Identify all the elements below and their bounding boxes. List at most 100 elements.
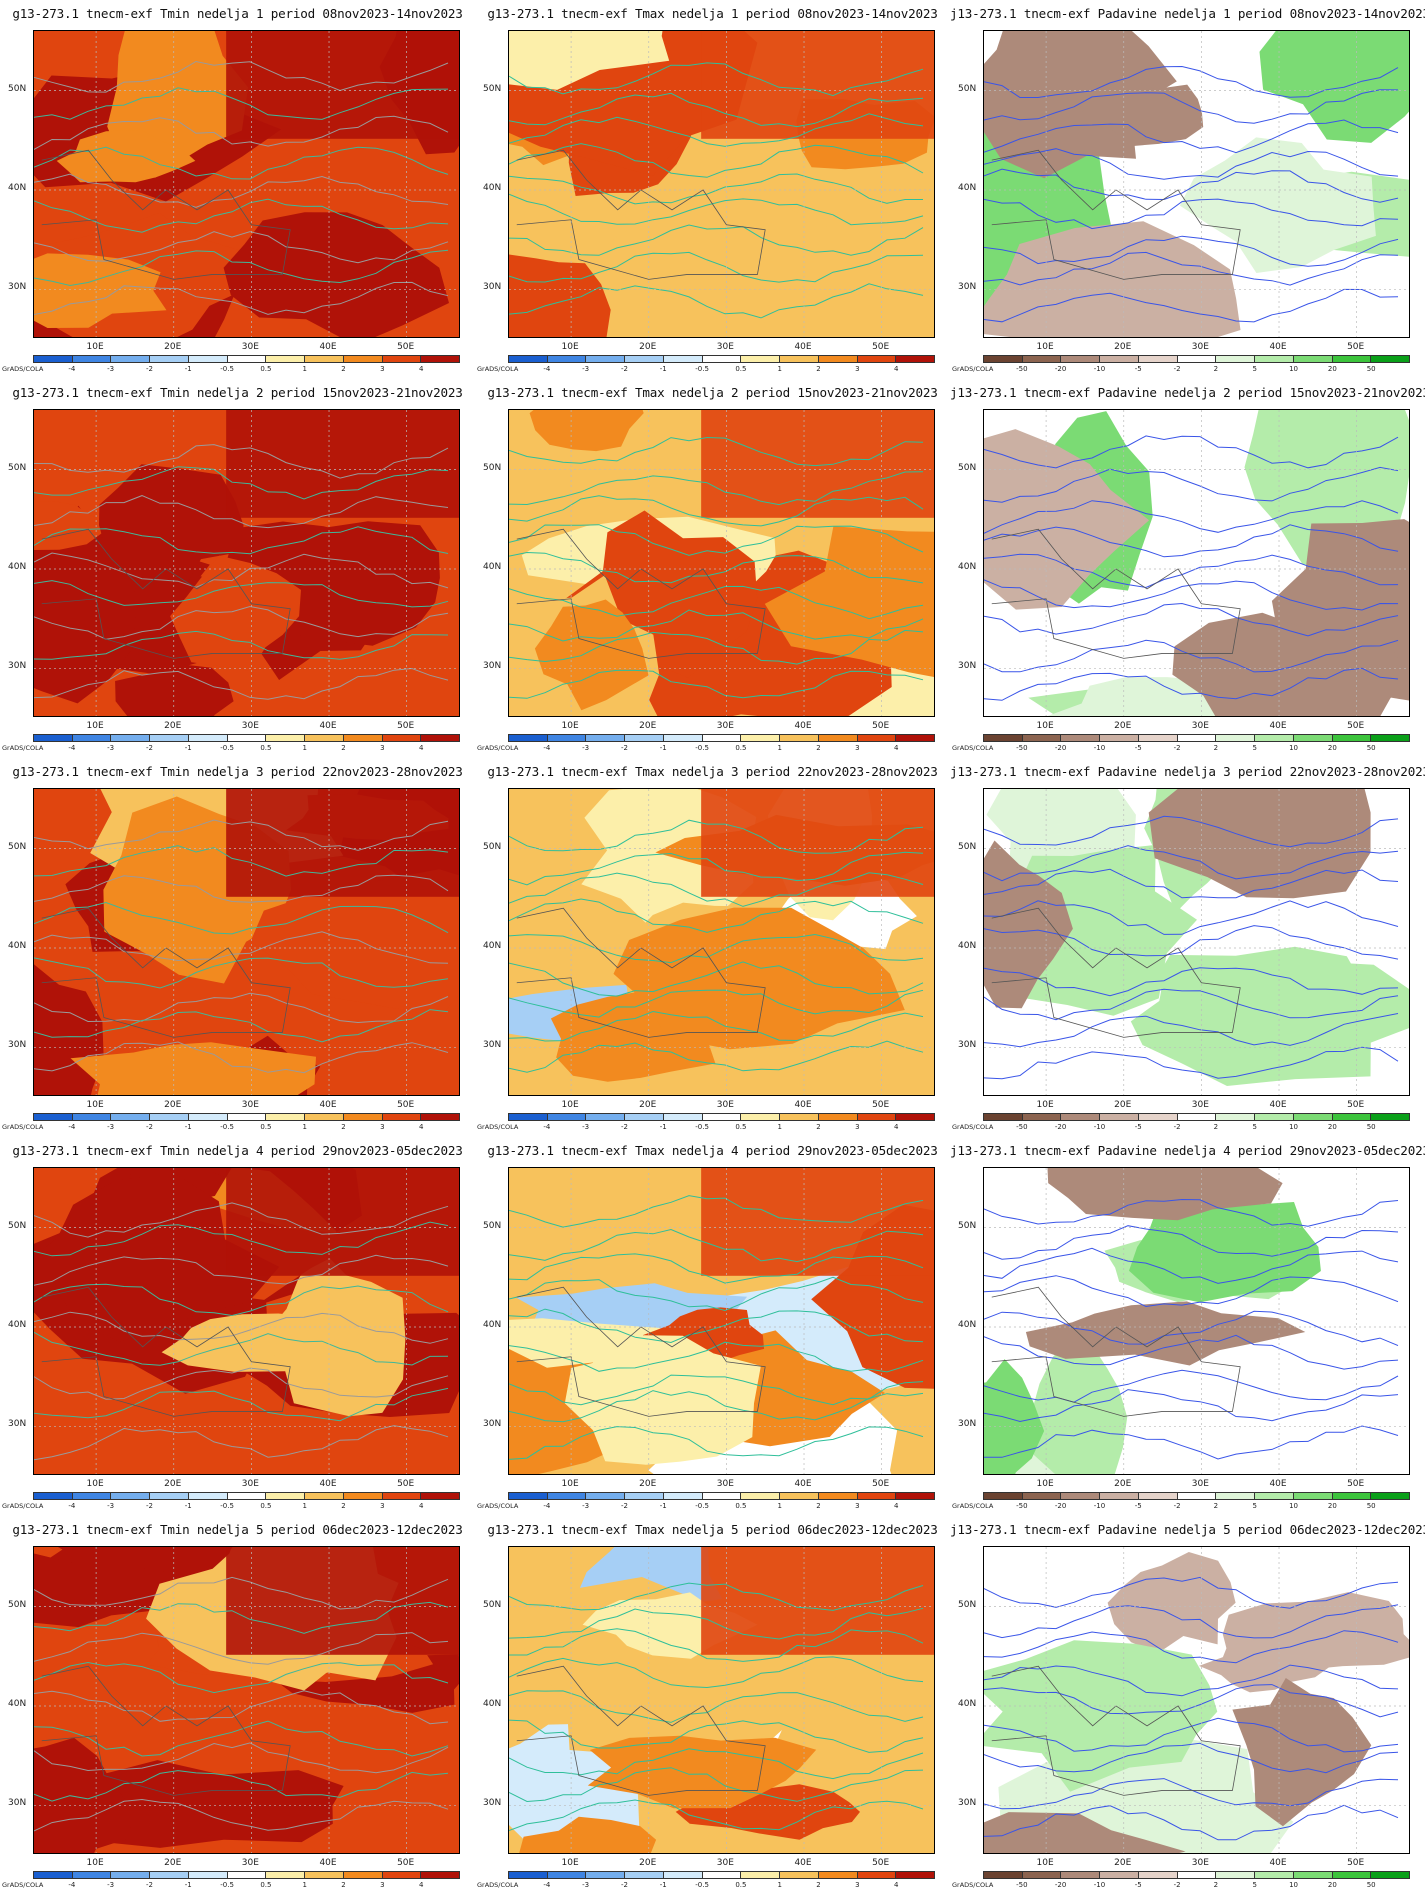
color-bar-tick-label: 3	[380, 1502, 385, 1510]
color-bar-tick-label: -20	[1054, 744, 1067, 752]
grads-brand-label: GrADS/COLA	[952, 1502, 994, 1510]
contour-line	[509, 1748, 924, 1780]
color-bar-swatch	[1332, 1114, 1372, 1120]
color-bar-tick-label: -50	[1016, 1502, 1028, 1510]
longitude-label: 40E	[1269, 342, 1287, 352]
contour-line	[34, 466, 449, 500]
color-bar-tick-label: -10	[1093, 1881, 1106, 1889]
color-bar-swatch	[586, 1872, 626, 1878]
longitude-label: 40E	[1269, 1479, 1287, 1489]
color-bar	[983, 734, 1410, 742]
longitude-label: 20E	[639, 1479, 657, 1489]
map-shaded-region	[587, 1735, 817, 1809]
contour-line	[984, 1717, 1399, 1753]
latitude-label: 40N	[483, 1319, 502, 1330]
contour-line	[34, 1690, 449, 1725]
contour-line	[509, 495, 924, 527]
latitude-label: 50N	[8, 83, 27, 94]
longitude-label: 40E	[319, 342, 337, 352]
longitude-label: 30E	[1191, 1100, 1209, 1110]
color-bar-swatch	[625, 735, 664, 741]
map-shaded-region	[984, 1359, 1045, 1474]
color-bar-tick-label: 20	[1327, 365, 1337, 373]
color-bar-swatch	[702, 735, 742, 741]
color-bar-swatch	[111, 1872, 151, 1878]
color-bar-tick-label: 2	[341, 1123, 346, 1131]
map-panel-week2-tmin: g13-273.1 tnecm-exf Tmin nedelja 2 perio…	[0, 379, 475, 758]
map-panel-week1-tmin: g13-273.1 tnecm-exf Tmin nedelja 1 perio…	[0, 0, 475, 379]
longitude-label: 10E	[86, 1479, 104, 1489]
color-bar-swatch	[382, 1114, 422, 1120]
color-bar-swatch	[343, 1493, 383, 1499]
color-bar-swatch	[741, 735, 781, 741]
contour-line	[509, 961, 924, 997]
color-bar-tick-label: -2	[1173, 744, 1181, 752]
contour-line	[984, 466, 1399, 503]
latitude-label: 30N	[8, 1798, 27, 1809]
color-bar-tick-label: 50	[1366, 1123, 1376, 1131]
map-shaded-region	[34, 1737, 132, 1853]
color-bar-swatch	[188, 1114, 228, 1120]
color-bar-swatch	[150, 1872, 189, 1878]
map-shaded-region	[226, 1168, 459, 1276]
color-bar-swatch	[586, 356, 626, 362]
color-bar-tick-label: 5	[1252, 1123, 1257, 1131]
color-bar-tick-label: 4	[418, 365, 424, 373]
color-bar-swatch	[1216, 735, 1256, 741]
color-bar-tick-label: 0.5	[260, 1881, 272, 1889]
grads-brand-label: GrADS/COLA	[952, 365, 994, 373]
longitude-label: 20E	[164, 1100, 182, 1110]
color-bar-swatch	[1371, 356, 1410, 362]
contour-line	[984, 1576, 1399, 1609]
color-bar	[983, 1492, 1410, 1500]
color-bar-swatch	[266, 356, 306, 362]
color-bar-tick-label: 4	[893, 365, 899, 373]
color-bar-tick-label: -5	[1134, 744, 1142, 752]
panel-title: g13-273.1 tnecm-exf Tmax nedelja 1 perio…	[487, 6, 938, 21]
grads-brand-label: GrADS/COLA	[477, 1502, 519, 1510]
contour-line	[509, 193, 924, 226]
coastline	[991, 528, 1241, 659]
color-bar-tick-label: -50	[1016, 1881, 1028, 1889]
color-bar-tick-label: 1	[777, 1502, 782, 1510]
color-bar-tick-label: 5	[1252, 1502, 1257, 1510]
contour-line	[34, 173, 449, 208]
color-bar-swatch	[702, 1493, 742, 1499]
map-shaded-region	[226, 410, 459, 518]
contour-line	[984, 288, 1399, 323]
color-bar-tick-label: 1	[777, 1881, 782, 1889]
latitude-label: 50N	[8, 1599, 27, 1610]
color-bar-swatch	[625, 1493, 664, 1499]
panel-title: g13-273.1 tnecm-exf Tmax nedelja 3 perio…	[487, 764, 938, 779]
map-area	[508, 1546, 935, 1854]
color-bar-tick-label: 0.5	[735, 1123, 747, 1131]
color-bar-swatch	[343, 735, 383, 741]
color-bar-swatch	[72, 735, 112, 741]
color-bar-swatch	[1100, 1872, 1139, 1878]
color-bar-swatch	[780, 1872, 819, 1878]
map-shaded-region	[226, 789, 459, 897]
contour-line	[509, 872, 924, 907]
color-bar-swatch	[1022, 356, 1062, 362]
color-bar-swatch	[111, 356, 151, 362]
map-svg	[984, 1168, 1409, 1474]
color-bar-swatch	[305, 1872, 344, 1878]
map-area	[33, 1546, 460, 1854]
color-bar-swatch	[382, 1872, 422, 1878]
contour-line	[984, 1013, 1399, 1048]
map-svg	[509, 31, 934, 337]
color-bar-tick-label: 5	[1252, 1881, 1257, 1889]
contour-line	[509, 933, 924, 964]
color-bar-swatch	[34, 1114, 73, 1120]
color-bar-swatch	[1255, 1872, 1294, 1878]
grads-brand-label: GrADS/COLA	[477, 365, 519, 373]
color-bar-swatch	[266, 1872, 306, 1878]
latitude-label: 40N	[958, 1698, 977, 1709]
longitude-label: 10E	[561, 342, 579, 352]
longitude-label: 40E	[794, 1479, 812, 1489]
latitude-label: 40N	[483, 182, 502, 193]
map-shaded-region	[70, 1042, 316, 1095]
coastline	[991, 149, 1241, 280]
latitude-label: 40N	[958, 182, 977, 193]
color-bar-swatch	[1371, 1872, 1410, 1878]
